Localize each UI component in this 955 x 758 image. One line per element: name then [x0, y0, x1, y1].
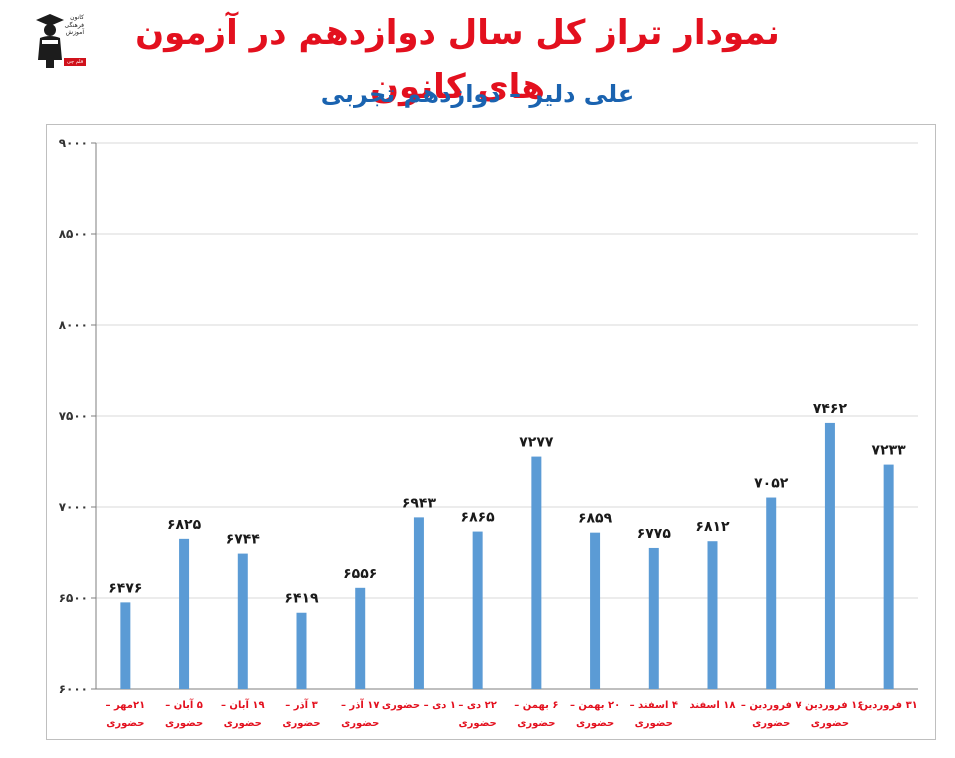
x-tick-label: ۱۷ آذر – [341, 698, 380, 711]
x-tick-label: ۲۲ دی – [458, 700, 496, 711]
data-label: ۶۸۱۲ [695, 519, 730, 535]
x-tick-label: حضوری [752, 718, 790, 729]
bar [296, 612, 307, 689]
data-label: ۷۲۷۷ [519, 435, 554, 451]
x-tick-label: حضوری [517, 718, 555, 729]
y-tick-label: ۶۵۰۰ [59, 591, 88, 605]
x-tick-label: حضوری [165, 718, 203, 729]
bar [648, 547, 659, 689]
x-tick-label: حضوری [224, 718, 262, 729]
bar [707, 541, 718, 689]
data-label: ۶۸۵۹ [578, 511, 613, 527]
bar [237, 553, 248, 689]
bar [766, 497, 777, 689]
x-tick-label: ۳ آذر – [285, 698, 317, 711]
data-label: ۷۰۵۲ [754, 476, 789, 492]
logo-text: کانون فرهنگی آموزش [40, 14, 84, 37]
logo-line: آموزش [65, 29, 84, 36]
chart-frame [46, 124, 936, 740]
data-label: ۶۹۴۳ [402, 495, 437, 511]
graduate-figure-icon [36, 14, 64, 68]
x-tick-label: ۴ اسفند – [630, 700, 678, 711]
data-label: ۶۸۲۵ [167, 517, 202, 533]
page-subtitle: علی دلیر – دوازدهم تجربی [320, 80, 635, 108]
bar [355, 587, 366, 689]
bar [883, 464, 894, 689]
x-tick-label: حضوری [576, 718, 614, 729]
data-label: ۶۵۵۶ [343, 566, 377, 582]
bar [472, 531, 483, 689]
data-label: ۶۴۷۶ [108, 580, 142, 596]
data-label: ۷۴۶۲ [813, 401, 848, 417]
x-tick-label: ۷ فروردین – [741, 700, 802, 711]
data-label: ۶۸۶۵ [461, 510, 496, 526]
y-tick-label: ۷۵۰۰ [59, 409, 88, 423]
y-tick-label: ۸۵۰۰ [59, 227, 88, 241]
logo-line: فرهنگی [64, 21, 84, 29]
data-label: ۶۴۱۹ [284, 591, 319, 607]
y-tick-label: ۹۰۰۰ [59, 136, 88, 150]
x-tick-label: ۱ دی – حضوری [382, 700, 456, 711]
page-title: نمودار تراز کل سال دوازدهم در آزمون های … [135, 13, 780, 107]
data-label: ۶۷۴۴ [226, 532, 261, 548]
y-tick-label: ۶۰۰۰ [59, 682, 88, 696]
bar [120, 602, 131, 689]
bar [179, 538, 190, 689]
x-tick-label: حضوری [459, 718, 497, 729]
x-tick-label: حضوری [635, 718, 673, 729]
x-tick-label: ۵ آبان – [165, 698, 203, 711]
x-tick-label: حضوری [106, 718, 144, 729]
x-tick-label: ۲۰ بهمن – [570, 700, 620, 711]
x-tick-label: ۱۶ فروردین – [797, 700, 864, 711]
x-tick-label: ۶ بهمن – [514, 700, 558, 711]
logo-badge: قلم چی [64, 58, 86, 66]
x-tick-label: حضوری [341, 718, 379, 729]
x-tick-label: ۱۸ اسفند [689, 700, 735, 711]
x-tick-label: ۲۱مهر – [105, 700, 145, 711]
y-tick-label: ۸۰۰۰ [59, 318, 88, 332]
x-tick-label: حضوری [282, 718, 320, 729]
bar [590, 532, 601, 689]
x-tick-label: ۱۹ آبان – [221, 698, 265, 711]
bar [824, 422, 835, 689]
x-tick-label: ۳۱ فروردین [859, 700, 917, 711]
bar [413, 517, 424, 689]
bar [531, 456, 542, 689]
logo-line: کانون [70, 14, 84, 21]
x-tick-label: حضوری [811, 718, 849, 729]
data-label: ۷۲۳۳ [872, 443, 907, 459]
data-label: ۶۷۷۵ [637, 526, 672, 542]
y-tick-label: ۷۰۰۰ [59, 500, 88, 514]
